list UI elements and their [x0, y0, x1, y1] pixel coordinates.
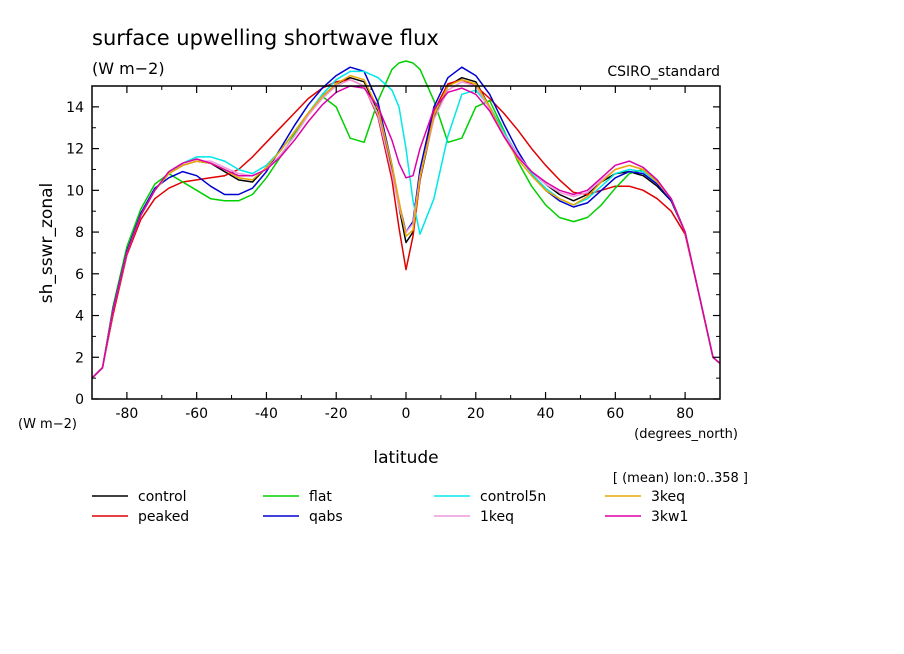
series-line-3keq [91, 74, 721, 379]
legend-label-peaked: peaked [138, 509, 189, 525]
x-tick-label: 60 [606, 406, 624, 422]
legend-label-3keq: 3keq [651, 489, 685, 505]
averaging-note: [ (mean) lon:0..358 ] [613, 471, 748, 486]
series-line-flat [91, 60, 721, 379]
y-axis: 0 2 4 6 8 10 12 14 [66, 100, 720, 408]
legend-label-qabs: qabs [309, 509, 343, 525]
model-tag: CSIRO_standard [607, 64, 720, 80]
y-units: (W m−2) [18, 417, 77, 432]
legend-label-flat: flat [309, 489, 332, 505]
x-tick-label: -20 [325, 406, 348, 422]
y-tick-label: 6 [75, 267, 84, 283]
x-tick-label: -60 [185, 406, 208, 422]
series-line-3kw1 [91, 85, 721, 379]
y-axis-label: sh_sswr_zonal [37, 183, 57, 303]
y-tick-label: 14 [66, 100, 84, 116]
y-tick-label: 12 [66, 142, 84, 158]
x-tick-label: 80 [676, 406, 694, 422]
x-axis-label: latitude [373, 448, 438, 468]
series-layer [91, 60, 721, 379]
legend-label-control: control [138, 489, 187, 505]
chart-title: surface upwelling shortwave flux [92, 26, 439, 50]
x-tick-label: -80 [115, 406, 138, 422]
chart-units: (W m−2) [92, 59, 165, 78]
x-tick-label: -40 [255, 406, 278, 422]
x-tick-label: 0 [402, 406, 411, 422]
legend-label-3kw1: 3kw1 [651, 509, 688, 525]
x-units: (degrees_north) [634, 427, 738, 442]
legend-label-1keq: 1keq [480, 509, 514, 525]
x-tick-label: 40 [537, 406, 555, 422]
series-line-control5n [91, 70, 721, 379]
series-line-peaked [91, 78, 721, 379]
x-axis: -80 -60 -40 -20 0 20 40 60 80 [91, 86, 721, 422]
y-tick-label: 4 [75, 309, 84, 325]
legend: control peaked flat qabs control5n 1keq 3keq 3k… [92, 489, 688, 525]
y-tick-label: 10 [66, 183, 84, 199]
y-tick-label: 8 [75, 225, 84, 241]
y-tick-label: 0 [75, 392, 84, 408]
legend-label-control5n: control5n [480, 489, 546, 505]
x-tick-label: 20 [467, 406, 485, 422]
y-tick-label: 2 [75, 350, 84, 366]
